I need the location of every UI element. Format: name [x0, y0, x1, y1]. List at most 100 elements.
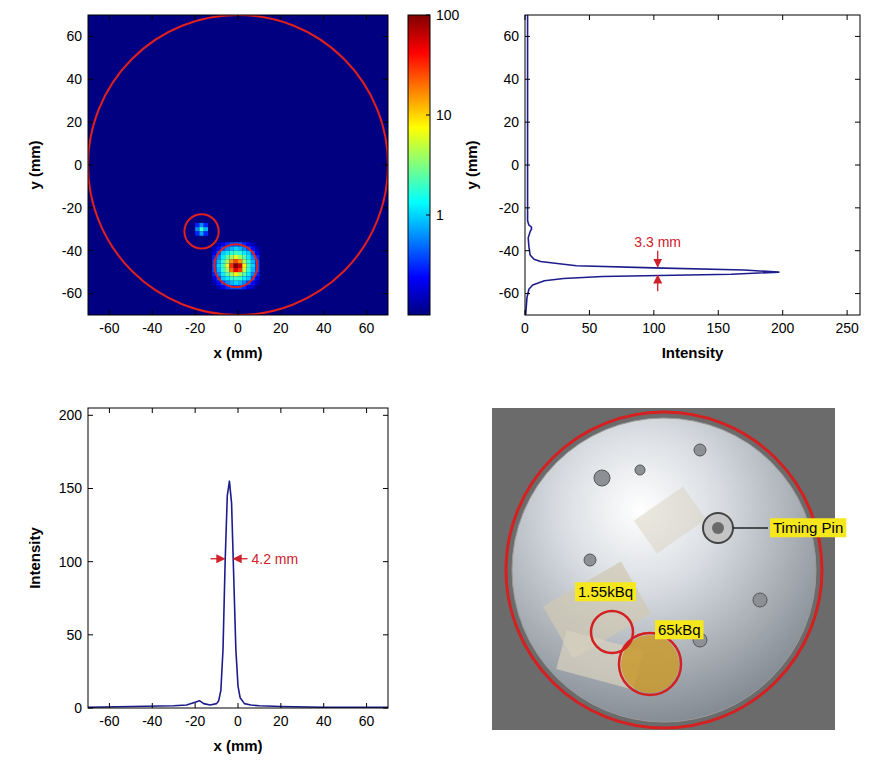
x-tick — [238, 408, 239, 413]
heatmap-cell — [195, 223, 199, 227]
heatmap-cell — [212, 285, 216, 289]
y-tick — [525, 207, 530, 208]
roi-circle — [184, 214, 218, 248]
heatmap-cell — [212, 276, 216, 280]
heatmap-cell — [212, 281, 216, 285]
annotation-arrow — [657, 251, 658, 267]
heatmap-cell — [238, 264, 242, 268]
heatmap-cell — [217, 285, 221, 289]
heatmap-cell — [234, 255, 238, 259]
y-tick — [88, 634, 93, 635]
heatmap-cell — [242, 251, 246, 255]
heatmap-cell — [255, 242, 259, 246]
heatmap-cell — [238, 251, 242, 255]
heatmap-cell — [217, 264, 221, 268]
heatmap-cell — [234, 268, 238, 272]
heatmap-cell — [204, 227, 208, 231]
x-tick-label: 0 — [234, 320, 242, 336]
y-tick-label: -20 — [499, 200, 519, 216]
heatmap-cell — [234, 264, 238, 268]
y-tick — [383, 207, 388, 208]
photo-label-box — [575, 582, 636, 601]
heatmap-cell — [234, 251, 238, 255]
heatmap-cell — [242, 255, 246, 259]
annotation-arrow — [234, 558, 248, 559]
heatmap-cell — [225, 255, 229, 259]
heatmap-cell — [234, 281, 238, 285]
x-tick-label: 250 — [835, 320, 859, 336]
y-tick-label: 20 — [503, 114, 519, 130]
heatmap-cell — [242, 264, 246, 268]
x-tick — [152, 703, 153, 708]
y-tick — [88, 165, 93, 166]
y-tick — [525, 165, 530, 166]
x-tick — [238, 703, 239, 708]
y-tick — [855, 207, 860, 208]
y-tick — [855, 165, 860, 166]
y-tick-label: 100 — [59, 554, 83, 570]
y-tick-label: 0 — [511, 157, 519, 173]
y-tick — [88, 207, 93, 208]
screw — [753, 593, 767, 607]
heatmap-cell — [251, 242, 255, 246]
x-tick — [653, 310, 654, 315]
photo-labels: 1.55kBq65kBqTiming Pin — [575, 518, 846, 639]
x-tick-label: 40 — [316, 320, 332, 336]
heatmap-cell — [225, 276, 229, 280]
x-tick — [323, 703, 324, 708]
annotations: 4.2 mm — [211, 551, 299, 567]
x-tick — [109, 703, 110, 708]
annotation-text: 4.2 mm — [252, 551, 299, 567]
x-tick — [238, 15, 239, 20]
x-tick — [280, 703, 281, 708]
plot-background — [88, 408, 388, 708]
lines — [88, 481, 388, 707]
x-tick — [238, 310, 239, 315]
x-tick — [323, 15, 324, 20]
heatmap-cell — [247, 264, 251, 268]
y-tick-label: -60 — [499, 285, 519, 301]
x-tick — [589, 15, 590, 20]
x-tick — [589, 310, 590, 315]
x-tick — [323, 408, 324, 413]
timing-pin — [703, 513, 733, 543]
heatmap-cell — [212, 246, 216, 250]
profile-line — [526, 15, 779, 315]
heatmap-cell — [242, 276, 246, 280]
y-tick — [88, 122, 93, 123]
y-axis-title: y (mm) — [463, 140, 480, 189]
x-tick — [718, 15, 719, 20]
heatmap-cell — [247, 242, 251, 246]
y-tick — [855, 36, 860, 37]
heatmap-cell — [229, 276, 233, 280]
x-tick-label: 100 — [642, 320, 666, 336]
y-tick-label: 60 — [66, 28, 82, 44]
heatmap-cell — [229, 246, 233, 250]
photo-outline-circle — [506, 412, 822, 728]
x-tick — [323, 310, 324, 315]
plot-frame — [88, 408, 388, 708]
y-tick — [88, 488, 93, 489]
heatmap-cell — [242, 268, 246, 272]
y-tick — [855, 293, 860, 294]
heatmap-cell — [247, 251, 251, 255]
heatmap-cell — [238, 255, 242, 259]
heatmap-cell — [247, 272, 251, 276]
x-tick — [847, 15, 848, 20]
sample-disc — [512, 418, 816, 722]
y-tick — [525, 79, 530, 80]
y-tick — [383, 488, 388, 489]
y-tick — [88, 708, 93, 709]
y-tick-label: 150 — [59, 480, 83, 496]
x-tick — [152, 408, 153, 413]
heatmap-cell — [225, 259, 229, 263]
y-tick — [88, 250, 93, 251]
colorbar-tick — [426, 215, 430, 216]
heatmap-cell — [251, 268, 255, 272]
screw — [694, 444, 706, 456]
heatmap-cell — [225, 251, 229, 255]
x-tick — [195, 15, 196, 20]
screw — [635, 465, 645, 475]
y-tick — [383, 79, 388, 80]
x-axis-title: x (mm) — [213, 344, 262, 361]
